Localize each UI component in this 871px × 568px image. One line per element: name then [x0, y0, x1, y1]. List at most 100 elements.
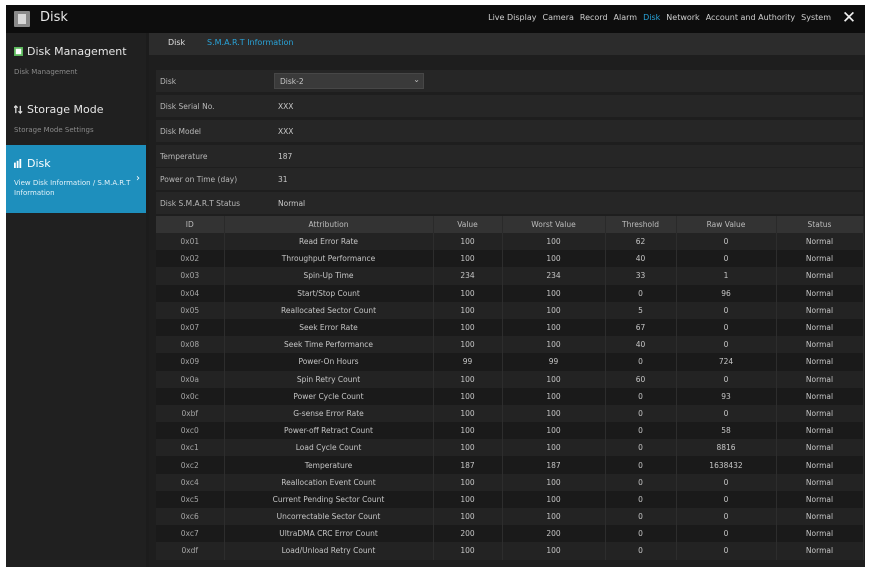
cell-worst-value: 100: [502, 439, 606, 457]
disk-select[interactable]: Disk-2 ⌄: [274, 73, 424, 89]
cell-status: Normal: [776, 422, 864, 440]
table-row[interactable]: 0x07 Seek Error Rate 100 100 67 0 Normal: [156, 318, 864, 337]
sidebar-item-disk-management[interactable]: Disk Management Disk Management: [6, 33, 146, 81]
column-header-id: ID: [156, 216, 225, 233]
cell-value: 100: [433, 318, 503, 337]
cell-raw-value: 0: [676, 370, 777, 388]
table-row[interactable]: 0xc1 Load Cycle Count 100 100 0 8816 Normal: [156, 439, 864, 457]
cell-attribution: G-sense Error Rate: [224, 404, 434, 423]
table-row[interactable]: 0x0c Power Cycle Count 100 100 0 93 Normal: [156, 387, 864, 405]
cell-status: Normal: [776, 233, 864, 251]
cell-attribution: Power-off Retract Count: [224, 422, 434, 440]
table-row[interactable]: 0xdf Load/Unload Retry Count 100 100 0 0 Norma…: [156, 542, 864, 560]
cell-value: 100: [433, 284, 503, 302]
power-on-row: Power on Time (day) 31: [156, 168, 863, 190]
cell-worst-value: 100: [502, 250, 606, 268]
table-row[interactable]: 0x02 Throughput Performance 100 100 40 0 Norma…: [156, 250, 864, 268]
cell-attribution: Load Cycle Count: [224, 439, 434, 457]
cell-value: 100: [433, 490, 503, 508]
cell-id: 0x08: [156, 336, 225, 354]
cell-threshold: 0: [605, 490, 677, 508]
column-header-attribution: Attribution: [224, 216, 434, 233]
nav-system[interactable]: System: [801, 13, 831, 22]
cell-attribution: Load/Unload Retry Count: [224, 542, 434, 560]
nav-live-display[interactable]: Live Display: [488, 13, 537, 22]
cell-attribution: Current Pending Sector Count: [224, 490, 434, 508]
main-content: Disk S.M.A.R.T Information Disk Disk-2 ⌄…: [149, 33, 865, 567]
cell-attribution: Spin-Up Time: [224, 267, 434, 285]
cell-raw-value: 0: [676, 233, 777, 251]
cell-raw-value: 0: [676, 525, 777, 543]
cell-id: 0x04: [156, 284, 225, 302]
cell-raw-value: 724: [676, 353, 777, 371]
cell-status: Normal: [776, 490, 864, 508]
cell-status: Normal: [776, 473, 864, 491]
table-row[interactable]: 0x0a Spin Retry Count 100 100 60 0 Normal: [156, 370, 864, 388]
cell-threshold: 0: [605, 387, 677, 405]
cell-worst-value: 100: [502, 233, 606, 251]
power-on-value: 31: [278, 175, 288, 184]
cell-id: 0xc7: [156, 525, 225, 543]
cell-raw-value: 0: [676, 508, 777, 526]
disk-management-icon: [14, 47, 23, 56]
nav-network[interactable]: Network: [666, 13, 700, 22]
table-row[interactable]: 0x08 Seek Time Performance 100 100 40 0 Normal: [156, 336, 864, 354]
cell-worst-value: 100: [502, 318, 606, 337]
table-row[interactable]: 0x05 Reallocated Sector Count 100 100 5 0 Norm…: [156, 301, 864, 319]
table-row[interactable]: 0xc4 Reallocation Event Count 100 100 0 0 Norm…: [156, 473, 864, 491]
cell-threshold: 0: [605, 284, 677, 302]
cell-threshold: 40: [605, 250, 677, 268]
table-row[interactable]: 0xc0 Power-off Retract Count 100 100 0 58 Norm…: [156, 422, 864, 440]
sidebar-item-label: Disk Management: [27, 45, 127, 58]
column-header-worst-value: Worst Value: [502, 216, 606, 233]
cell-attribution: UltraDMA CRC Error Count: [224, 525, 434, 543]
table-row[interactable]: 0x01 Read Error Rate 100 100 62 0 Normal: [156, 233, 864, 251]
cell-attribution: Reallocation Event Count: [224, 473, 434, 491]
cell-worst-value: 100: [502, 473, 606, 491]
cell-id: 0x07: [156, 318, 225, 337]
cell-id: 0x01: [156, 233, 225, 251]
cell-worst-value: 100: [502, 508, 606, 526]
cell-worst-value: 187: [502, 456, 606, 474]
cell-raw-value: 0: [676, 473, 777, 491]
cell-threshold: 60: [605, 370, 677, 388]
cell-attribution: Spin Retry Count: [224, 370, 434, 388]
nav-record[interactable]: Record: [579, 13, 608, 22]
sidebar-item-disk[interactable]: Disk View Disk Information / S.M.A.R.T I…: [6, 145, 146, 213]
table-row[interactable]: 0xbf G-sense Error Rate 100 100 0 0 Normal: [156, 404, 864, 423]
sidebar-item-sub: Disk Management: [14, 68, 78, 76]
tab-smart-information[interactable]: S.M.A.R.T Information: [207, 38, 294, 47]
smart-status-value: Normal: [278, 199, 306, 208]
cell-value: 100: [433, 422, 503, 440]
tab-disk[interactable]: Disk: [168, 38, 186, 47]
nav-alarm[interactable]: Alarm: [613, 13, 638, 22]
cell-threshold: 0: [605, 525, 677, 543]
table-row[interactable]: 0x03 Spin-Up Time 234 234 33 1 Normal: [156, 267, 864, 285]
cell-status: Normal: [776, 456, 864, 474]
chevron-down-icon: ⌄: [413, 75, 420, 84]
table-row[interactable]: 0x04 Start/Stop Count 100 100 0 96 Normal: [156, 284, 864, 302]
cell-id: 0x0c: [156, 387, 225, 405]
table-row[interactable]: 0xc2 Temperature 187 187 0 1638432 Normal: [156, 456, 864, 474]
sidebar-item-storage-mode[interactable]: Storage Mode Storage Mode Settings: [6, 91, 146, 139]
cell-id: 0x02: [156, 250, 225, 268]
cell-value: 100: [433, 508, 503, 526]
column-header-threshold: Threshold: [605, 216, 677, 233]
smart-table-body: 0x01 Read Error Rate 100 100 62 0 Normal 0x02 Th…: [156, 233, 864, 560]
cell-status: Normal: [776, 370, 864, 388]
nav-account-authority[interactable]: Account and Authority: [705, 13, 796, 22]
table-row[interactable]: 0x09 Power-On Hours 99 99 0 724 Normal: [156, 353, 864, 371]
cell-id: 0xbf: [156, 404, 225, 423]
nav-disk[interactable]: Disk: [643, 13, 661, 22]
sidebar-item-sub: View Disk Information / S.M.A.R.T Inform…: [14, 179, 131, 197]
cell-threshold: 0: [605, 508, 677, 526]
cell-raw-value: 0: [676, 318, 777, 337]
table-row[interactable]: 0xc5 Current Pending Sector Count 100 100 0 0…: [156, 490, 864, 508]
close-icon[interactable]: ✕: [841, 8, 857, 28]
disk-info-icon: [14, 159, 22, 168]
table-row[interactable]: 0xc7 UltraDMA CRC Error Count 200 200 0 0 Norm…: [156, 525, 864, 543]
table-row[interactable]: 0xc6 Uncorrectable Sector Count 100 100 0 0 No…: [156, 508, 864, 526]
cell-raw-value: 0: [676, 336, 777, 354]
model-value: XXX: [278, 127, 294, 136]
nav-camera[interactable]: Camera: [542, 13, 574, 22]
